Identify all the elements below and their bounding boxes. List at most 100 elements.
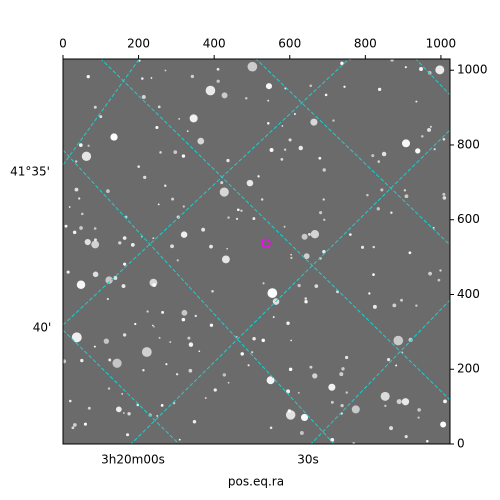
star (283, 148, 287, 151)
star (76, 280, 86, 289)
star (79, 226, 83, 230)
star (257, 175, 260, 178)
star (251, 351, 254, 354)
star (226, 247, 228, 250)
star (186, 130, 189, 132)
star (290, 253, 292, 256)
star (122, 333, 127, 337)
star (73, 423, 77, 427)
star (301, 233, 308, 240)
star (122, 412, 125, 414)
x-tick-label: 800 (354, 37, 377, 51)
star (87, 144, 90, 147)
star (288, 367, 293, 372)
wcs-grid-line (63, 149, 335, 444)
star (130, 242, 135, 247)
star (169, 340, 172, 344)
star (204, 396, 207, 400)
star (318, 156, 322, 160)
star (389, 426, 394, 431)
star (112, 358, 122, 368)
star (68, 206, 71, 208)
star (83, 422, 88, 426)
star (188, 368, 193, 373)
star (298, 145, 304, 151)
image-background (63, 59, 450, 444)
star (134, 322, 137, 326)
star (285, 410, 296, 420)
star (304, 297, 308, 300)
star (377, 87, 382, 92)
star (330, 437, 335, 442)
star (221, 255, 230, 264)
star (113, 276, 118, 280)
star (74, 187, 79, 192)
star (288, 138, 292, 142)
star (245, 97, 248, 100)
star (322, 168, 326, 172)
star (392, 303, 397, 308)
star (377, 160, 381, 163)
star (63, 359, 67, 364)
star (247, 364, 250, 367)
star-field (63, 59, 447, 444)
star (324, 93, 328, 97)
star (158, 336, 161, 339)
wcs-grid-line (63, 59, 140, 166)
star (175, 373, 179, 376)
star (442, 192, 446, 196)
star (216, 79, 220, 83)
star (299, 431, 304, 435)
star (267, 288, 278, 298)
star (417, 416, 420, 419)
star (93, 227, 97, 230)
star (252, 217, 256, 221)
star (328, 383, 336, 391)
star (372, 273, 375, 276)
star (260, 198, 264, 201)
wcs-grid-line (130, 129, 450, 444)
star (349, 233, 352, 236)
star (178, 117, 181, 120)
marker (261, 238, 271, 249)
star (428, 271, 432, 276)
star (192, 420, 197, 424)
star (79, 143, 83, 147)
x-tick-label: 400 (203, 37, 226, 51)
x-axis-label: pos.eq.ra (228, 475, 284, 489)
star (439, 269, 442, 272)
star (310, 118, 318, 126)
star (303, 253, 310, 260)
star (157, 203, 160, 206)
star (72, 230, 77, 235)
star (381, 151, 387, 157)
star (443, 399, 447, 404)
wcs-ra-label: 3h20m00s (101, 453, 165, 467)
star (339, 372, 344, 377)
star (247, 61, 258, 72)
wcs-grid-line (100, 59, 450, 401)
star (400, 298, 404, 302)
star (304, 300, 308, 304)
y-tick-label: 0 (457, 437, 465, 451)
star (180, 231, 188, 238)
star (421, 135, 424, 138)
star (262, 282, 265, 285)
star (366, 193, 369, 197)
star (194, 314, 197, 318)
star (122, 236, 127, 240)
star (126, 433, 130, 437)
star (269, 148, 274, 153)
star (152, 237, 155, 240)
wcs-grid (63, 59, 450, 444)
y-tick-label: 400 (457, 287, 480, 301)
star (106, 297, 109, 301)
star (197, 137, 205, 145)
star (198, 350, 201, 353)
star (368, 292, 371, 295)
star (437, 278, 441, 282)
star (86, 75, 90, 79)
star (380, 391, 390, 401)
star (78, 197, 81, 200)
star (84, 238, 91, 246)
